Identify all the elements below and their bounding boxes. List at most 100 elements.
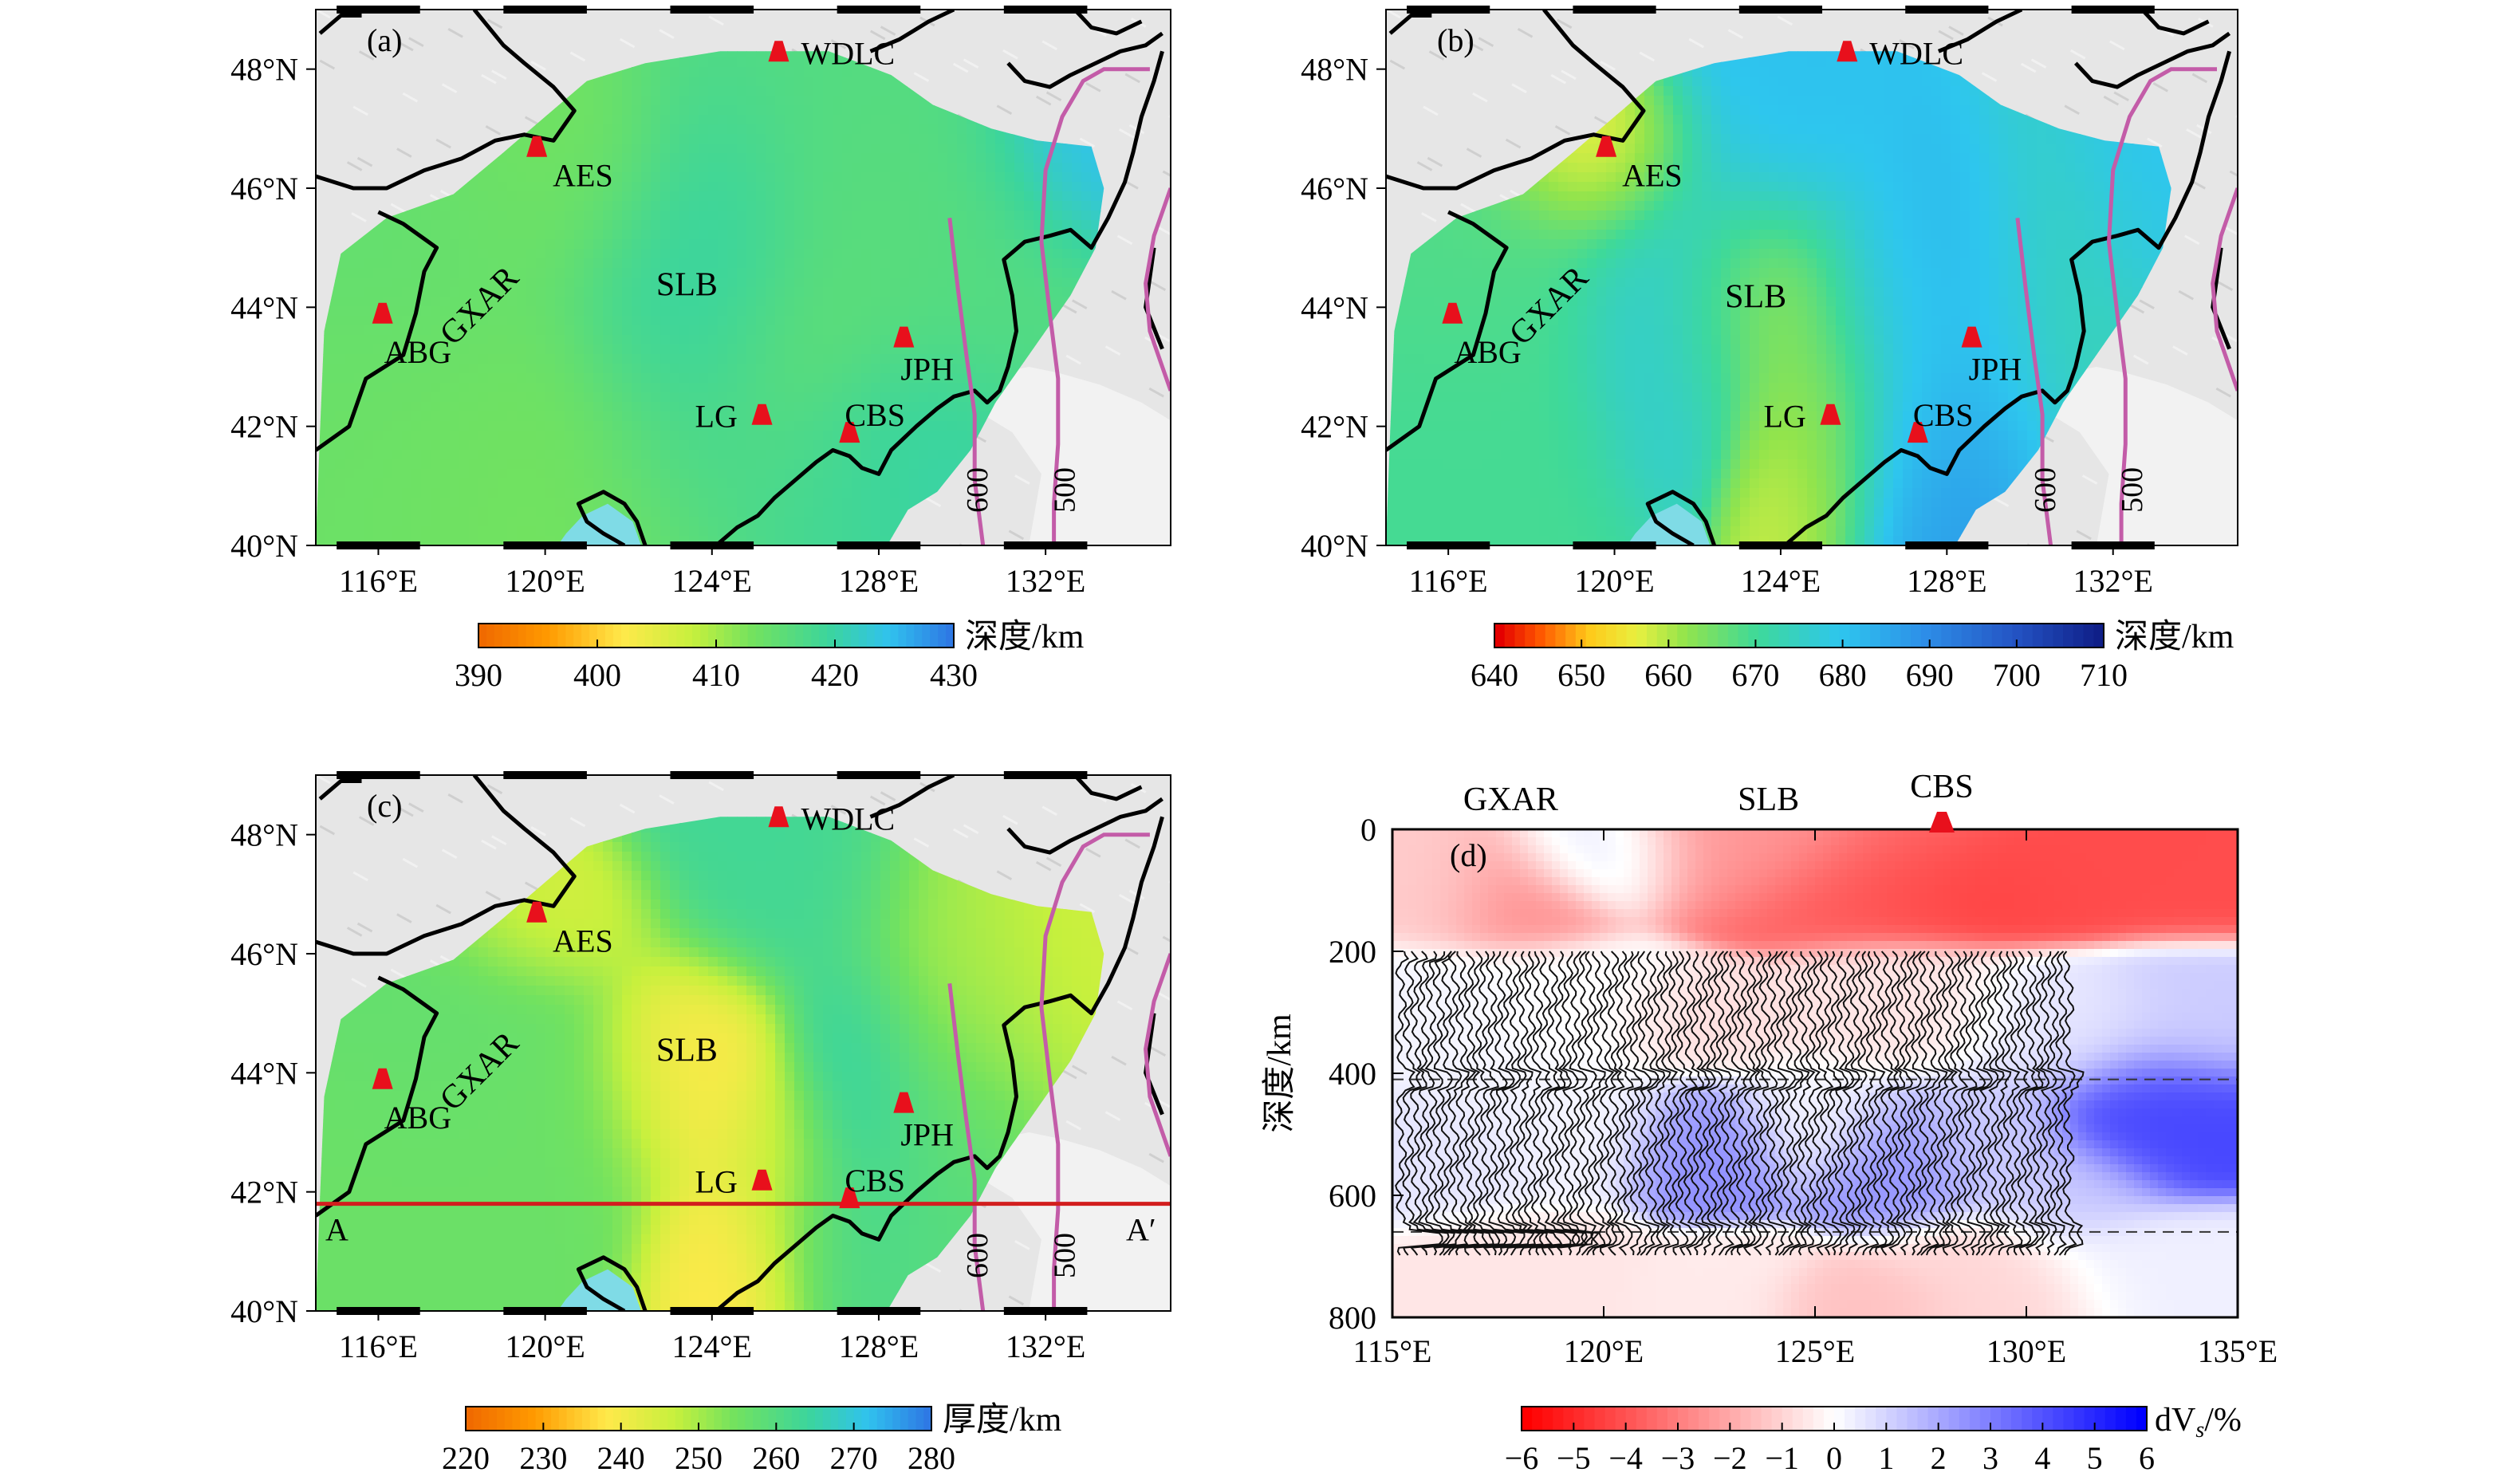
- rf-trace: [1910, 951, 1931, 1256]
- y-tick-label: 44°N: [230, 1055, 298, 1091]
- x-tick-label: 120°E: [1564, 1333, 1644, 1369]
- x-tick-label: 120°E: [505, 1329, 585, 1364]
- colorbar-tick-label: 430: [930, 657, 978, 693]
- station-marker-cbs: [1907, 422, 1928, 443]
- rf-trace: [1485, 951, 1535, 1256]
- y-axis-label: 深度/km: [1262, 1014, 1298, 1133]
- colorbar-tick-label: 650: [1557, 657, 1605, 693]
- y-tick-label: 46°N: [230, 171, 298, 207]
- colorbar-tick-label: −2: [1713, 1440, 1747, 1476]
- contour-label-600: 600: [961, 467, 994, 513]
- boundary-line: [715, 816, 1164, 1311]
- colorbar-tick-label: 220: [442, 1440, 490, 1476]
- contour-label-600: 600: [2029, 467, 2062, 513]
- boundary-line: [2211, 247, 2231, 350]
- rf-trace: [2047, 951, 2067, 1256]
- contour-label-500: 500: [1049, 1233, 1082, 1278]
- rf-trace: [1417, 951, 1463, 1256]
- rf-trace: [1463, 951, 1508, 1256]
- contour-600: [2015, 218, 2053, 545]
- rf-trace: [1819, 951, 1842, 1256]
- rf-trace: [1523, 951, 1572, 1256]
- station-marker-lg: [751, 403, 773, 425]
- colorbar-tick-label: −5: [1557, 1440, 1591, 1476]
- rf-trace: [1629, 951, 1652, 1256]
- rf-trace: [1766, 951, 1787, 1256]
- section-panel-d: 115°E 120°E 125°E 130°E 135°E 0 200 400 600 800 深度…: [1262, 769, 2278, 1369]
- colorbar-tick-label: 640: [1471, 657, 1518, 693]
- rf-trace: [1409, 951, 1456, 1256]
- rf-trace: [1447, 951, 1494, 1256]
- rf-trace: [1644, 951, 1667, 1256]
- boundary-line: [316, 775, 577, 956]
- colorbar-tick-label: 250: [675, 1440, 722, 1476]
- station-marker-wdlc: [768, 41, 789, 62]
- boundary-line: [1006, 797, 1163, 855]
- contour-east: [2211, 187, 2238, 392]
- colorbar-tick-label: −1: [1765, 1440, 1799, 1476]
- panel-label-b: (b): [1437, 22, 1475, 58]
- panel-label-a: (a): [367, 22, 402, 58]
- y-tick-label: 44°N: [1301, 289, 1368, 325]
- rf-trace: [1538, 951, 1588, 1256]
- station-marker-abg: [1442, 302, 1463, 324]
- y-tick-label: 48°N: [230, 52, 298, 88]
- rf-trace: [1439, 951, 1490, 1256]
- station-marker-lg: [751, 1169, 773, 1191]
- x-tick-label: 124°E: [672, 563, 752, 599]
- rf-trace: [1963, 951, 1986, 1256]
- contour-600: [947, 218, 986, 545]
- boundary-line: [869, 775, 955, 819]
- rf-trace: [1735, 951, 1758, 1256]
- rf-trace: [1857, 951, 1880, 1256]
- station-label-lg: LG: [695, 1164, 738, 1200]
- rf-trace: [1455, 951, 1501, 1256]
- contour-500: [1039, 833, 1150, 1311]
- rf-trace: [1683, 951, 1705, 1256]
- rf-trace: [1470, 951, 1517, 1256]
- station-label-wdlc: WDLC: [801, 35, 895, 71]
- x-tick-label: 128°E: [839, 563, 919, 599]
- rf-trace: [1546, 951, 1594, 1256]
- rf-trace: [1986, 951, 2006, 1256]
- rf-trace: [1577, 951, 1599, 1256]
- rf-trace: [1849, 951, 1870, 1256]
- rf-trace: [1705, 951, 1723, 1256]
- rf-trace: [1789, 951, 1810, 1256]
- contour-label-600: 600: [961, 1233, 994, 1278]
- boundary-line: [1783, 50, 2232, 545]
- rf-trace: [1864, 951, 1888, 1256]
- y-tick-label: 800: [1329, 1300, 1376, 1336]
- contour-500: [1039, 67, 1150, 545]
- station-label-abg: ABG: [384, 1100, 451, 1136]
- slab-contours: [947, 833, 1171, 1311]
- contour-east: [1144, 187, 1171, 392]
- colorbar-tick-label: 260: [752, 1440, 800, 1476]
- rf-trace: [1561, 951, 1580, 1256]
- rf-trace: [1614, 951, 1634, 1256]
- station-label-cbs: CBS: [845, 1163, 905, 1199]
- boundary-line: [318, 14, 362, 35]
- slab-contours: [947, 67, 1171, 545]
- sea-area: [971, 367, 1171, 545]
- station-label-wdlc: WDLC: [801, 801, 895, 836]
- rf-trace: [1827, 951, 1849, 1256]
- profile-start-label: A: [325, 1212, 348, 1248]
- colorbar-tick-label: 710: [2080, 657, 2128, 693]
- boundary-line: [1006, 31, 1163, 89]
- station-marker-wdlc: [1837, 41, 1858, 62]
- rf-trace: [2062, 951, 2085, 1256]
- bay-area: [1627, 503, 1711, 545]
- x-tick-label: 120°E: [1574, 563, 1654, 599]
- colorbar-tick-label: 700: [1993, 657, 2041, 693]
- rf-trace: [1781, 951, 1805, 1256]
- station-label-jph: JPH: [900, 352, 954, 388]
- station-marker-jph: [893, 1092, 915, 1113]
- rf-trace: [2039, 951, 2057, 1256]
- rf-trace: [1750, 951, 1770, 1256]
- rf-trace: [1515, 951, 1563, 1256]
- y-tick-label: 40°N: [230, 1293, 298, 1329]
